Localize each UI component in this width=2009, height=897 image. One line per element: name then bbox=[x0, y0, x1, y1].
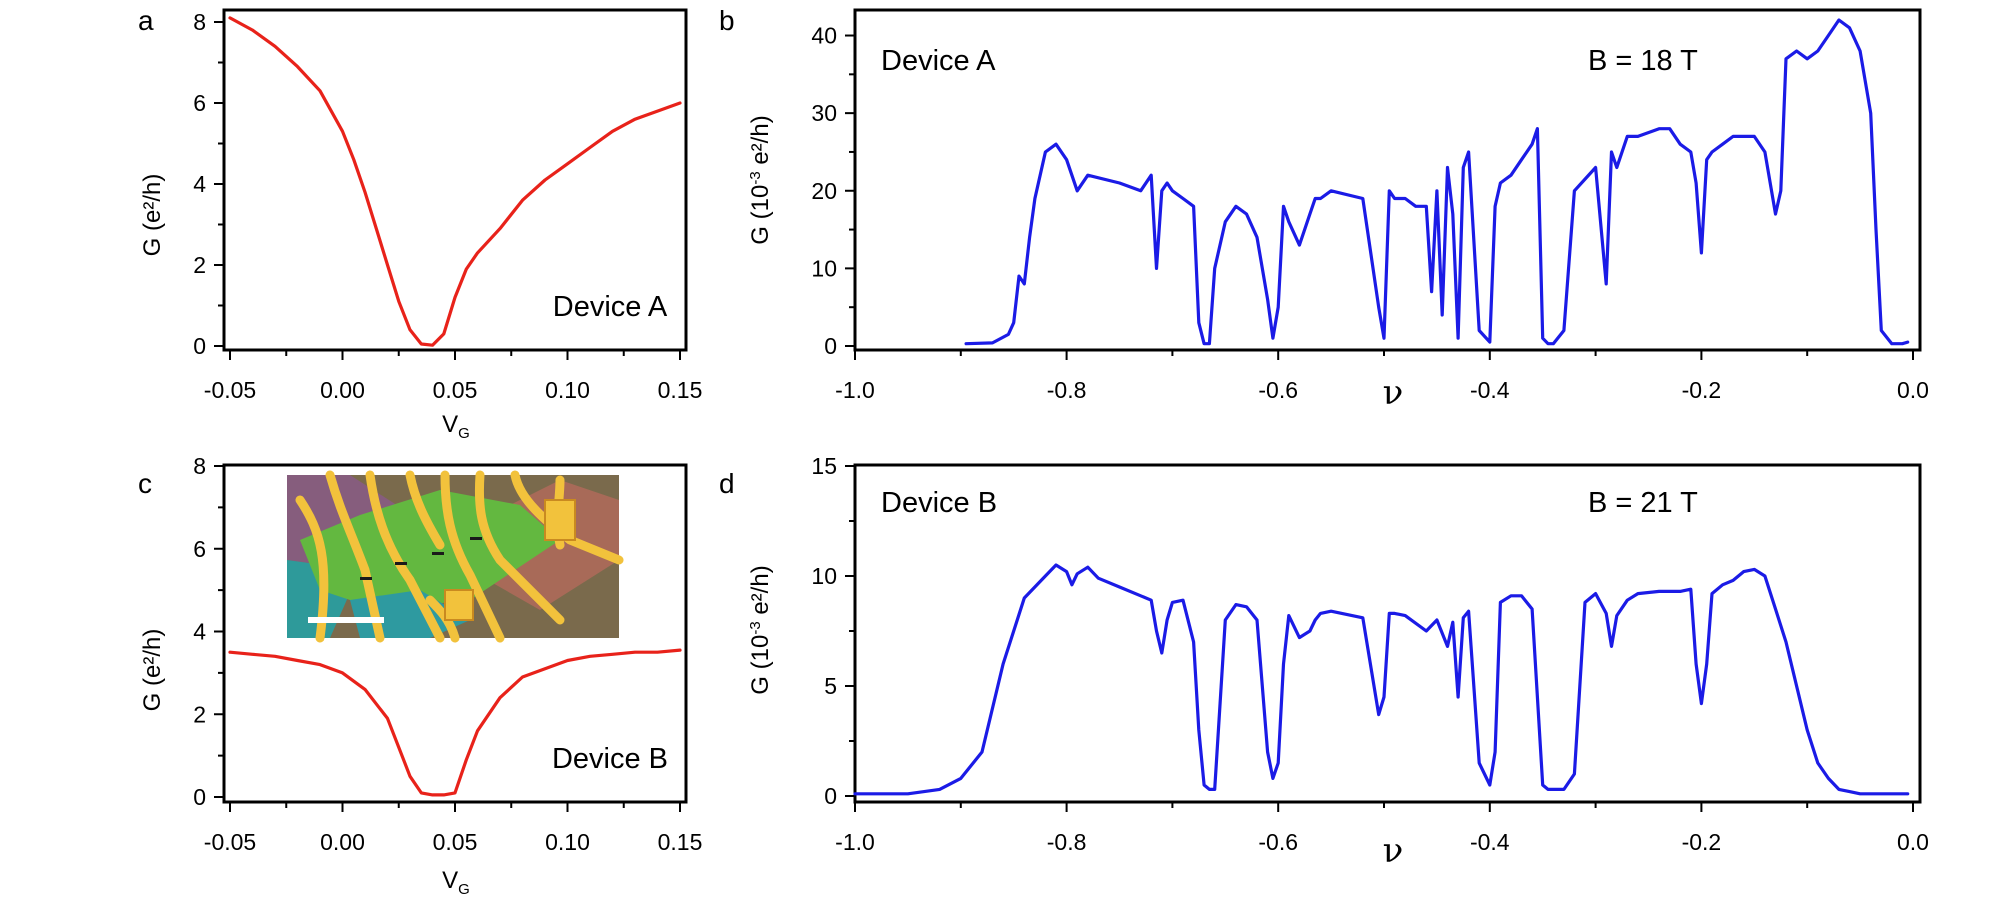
y-tick-label: 20 bbox=[811, 178, 837, 204]
field-annotation: B = 21 T bbox=[1588, 487, 1698, 519]
y-tick-label: 4 bbox=[193, 171, 206, 197]
x-axis-label: VG bbox=[442, 867, 470, 897]
device-micrograph-inset bbox=[287, 470, 624, 643]
x-tick-label: 0.15 bbox=[658, 829, 703, 855]
y-tick-label: 8 bbox=[193, 453, 206, 479]
x-tick-label: -0.6 bbox=[1258, 829, 1298, 855]
series-line bbox=[964, 18, 1910, 346]
panel-letter-c: c bbox=[138, 468, 152, 499]
y-axis-label: G (10-3 e²/h) bbox=[747, 115, 774, 244]
plot-frame bbox=[853, 8, 1922, 352]
panel-b: -1.0 -0.8 -0.6 -0.4 -0.2 0.0 0 10 20 30 40 G (10-3 … bbox=[747, 8, 1929, 413]
x-tick-label: -0.2 bbox=[1682, 829, 1722, 855]
series-line bbox=[228, 648, 682, 797]
y-tick-label: 0 bbox=[193, 333, 206, 359]
panel-letter-b: b bbox=[719, 5, 735, 36]
y-tick-label: 0 bbox=[193, 784, 206, 810]
y-tick-label: 40 bbox=[811, 23, 837, 49]
y-axis-label: G (10-3 e²/h) bbox=[747, 565, 774, 694]
y-tick-label: 30 bbox=[811, 100, 837, 126]
y-tick-label: 15 bbox=[811, 453, 837, 479]
y-tick-label: 6 bbox=[193, 536, 206, 562]
device-annotation: Device A bbox=[553, 291, 668, 323]
y-tick-label: 10 bbox=[811, 563, 837, 589]
y-tick-label: 6 bbox=[193, 90, 206, 116]
y-axis-label: G (e²/h) bbox=[139, 174, 166, 257]
panel-letter-a: a bbox=[138, 5, 154, 36]
panel-d: -1.0 -0.8 -0.6 -0.4 -0.2 0.0 0 5 10 15 G (10-3 e²/… bbox=[747, 453, 1929, 871]
device-annotation: Device A bbox=[881, 45, 996, 77]
x-tick-label: -0.4 bbox=[1470, 377, 1510, 403]
x-tick-label: -0.2 bbox=[1682, 377, 1722, 403]
device-annotation: Device B bbox=[552, 743, 668, 775]
y-tick-label: 8 bbox=[193, 9, 206, 35]
x-tick-label: 0.05 bbox=[433, 377, 478, 403]
y-tick-label: 0 bbox=[824, 783, 837, 809]
panel-a: -0.05 0.00 0.05 0.10 0.15 0 2 4 6 8 G (e²/h) VG Devi… bbox=[139, 8, 703, 442]
x-tick-label: -0.05 bbox=[204, 377, 256, 403]
x-tick-label: -0.6 bbox=[1258, 377, 1298, 403]
x-axis-label: ν bbox=[1383, 831, 1404, 871]
x-axis-label: ν bbox=[1383, 373, 1404, 413]
y-axis-label: G (e²/h) bbox=[139, 629, 166, 712]
series-line bbox=[853, 563, 1910, 796]
scale-bar bbox=[308, 617, 384, 623]
panel-letter-d: d bbox=[719, 468, 735, 499]
field-annotation: B = 18 T bbox=[1588, 45, 1698, 77]
y-tick-label: 2 bbox=[193, 701, 206, 727]
x-tick-label: -1.0 bbox=[835, 377, 875, 403]
y-tick-label: 0 bbox=[824, 333, 837, 359]
x-tick-label: 0.0 bbox=[1897, 377, 1929, 403]
device-annotation: Device B bbox=[881, 487, 997, 519]
series-line bbox=[228, 16, 682, 347]
x-tick-label: -0.8 bbox=[1047, 377, 1087, 403]
x-tick-label: 0.10 bbox=[545, 377, 590, 403]
y-tick-label: 5 bbox=[824, 673, 837, 699]
y-tick-label: 10 bbox=[811, 255, 837, 281]
panel-c: -0.05 0.00 0.05 0.10 0.15 0 2 4 6 8 G (e²/h) VG Devi… bbox=[139, 453, 702, 897]
x-tick-label: 0.05 bbox=[433, 829, 478, 855]
x-tick-label: 0.0 bbox=[1897, 829, 1929, 855]
x-tick-label: -0.8 bbox=[1047, 829, 1087, 855]
y-tick-label: 2 bbox=[193, 252, 206, 278]
x-tick-label: -1.0 bbox=[835, 829, 875, 855]
x-tick-label: -0.05 bbox=[204, 829, 256, 855]
x-tick-label: 0.15 bbox=[658, 377, 703, 403]
x-axis-label: VG bbox=[442, 411, 470, 442]
plot-frame bbox=[853, 463, 1922, 804]
x-tick-label: -0.4 bbox=[1470, 829, 1510, 855]
y-tick-label: 4 bbox=[193, 619, 206, 645]
x-tick-label: 0.00 bbox=[320, 377, 365, 403]
x-tick-label: 0.10 bbox=[545, 829, 590, 855]
x-tick-label: 0.00 bbox=[320, 829, 365, 855]
